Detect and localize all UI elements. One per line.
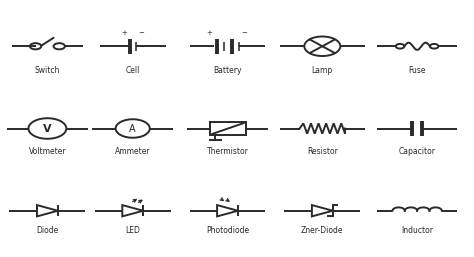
Text: Resistor: Resistor [307, 147, 338, 156]
Text: Inductor: Inductor [401, 226, 433, 235]
Text: Cell: Cell [126, 66, 140, 75]
Text: Thermistor: Thermistor [207, 147, 248, 156]
Text: Switch: Switch [35, 66, 60, 75]
Text: Voltmeter: Voltmeter [28, 147, 66, 156]
Text: +: + [121, 31, 127, 36]
Text: Lamp: Lamp [312, 66, 333, 75]
Text: Diode: Diode [36, 226, 58, 235]
Text: Fuse: Fuse [409, 66, 426, 75]
Text: Battery: Battery [213, 66, 242, 75]
Text: V: V [43, 124, 52, 133]
Bar [210, 122, 246, 135]
Text: Capacitor: Capacitor [399, 147, 436, 156]
Text: −: − [242, 30, 247, 36]
Text: +: + [207, 30, 212, 36]
Text: Photodiode: Photodiode [206, 226, 249, 235]
Text: A: A [129, 124, 136, 133]
Text: LED: LED [125, 226, 140, 235]
Text: Ammeter: Ammeter [115, 147, 151, 156]
Text: −: − [138, 31, 144, 36]
Text: Zner-Diode: Zner-Diode [301, 226, 344, 235]
